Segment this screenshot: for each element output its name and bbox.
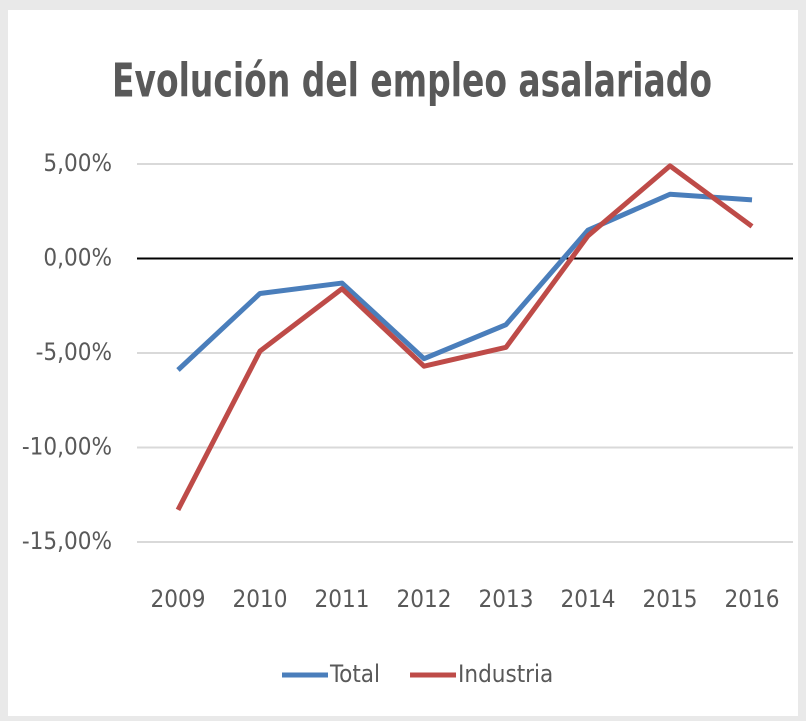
y-tick-label: -15,00%	[22, 527, 112, 555]
legend-label: Industria	[458, 660, 553, 688]
legend-label: Total	[329, 660, 380, 688]
y-tick-label: -10,00%	[22, 433, 112, 461]
chart-title: Evolución del empleo asalariado	[112, 54, 712, 108]
x-tick-label: 2011	[315, 585, 370, 613]
y-tick-label: 0,00%	[43, 244, 112, 272]
x-tick-label: 2014	[561, 585, 616, 613]
x-tick-label: 2013	[479, 585, 534, 613]
x-tick-label: 2010	[233, 585, 288, 613]
series-line	[176, 191, 753, 372]
x-tick-label: 2016	[725, 585, 780, 613]
chart-background	[8, 10, 798, 716]
x-tick-label: 2009	[151, 585, 206, 613]
series-line	[175, 163, 754, 512]
y-tick-label: -5,00%	[36, 338, 112, 366]
x-tick-label: 2015	[643, 585, 698, 613]
x-tick-label: 2012	[397, 585, 452, 613]
y-tick-label: 5,00%	[43, 149, 112, 177]
